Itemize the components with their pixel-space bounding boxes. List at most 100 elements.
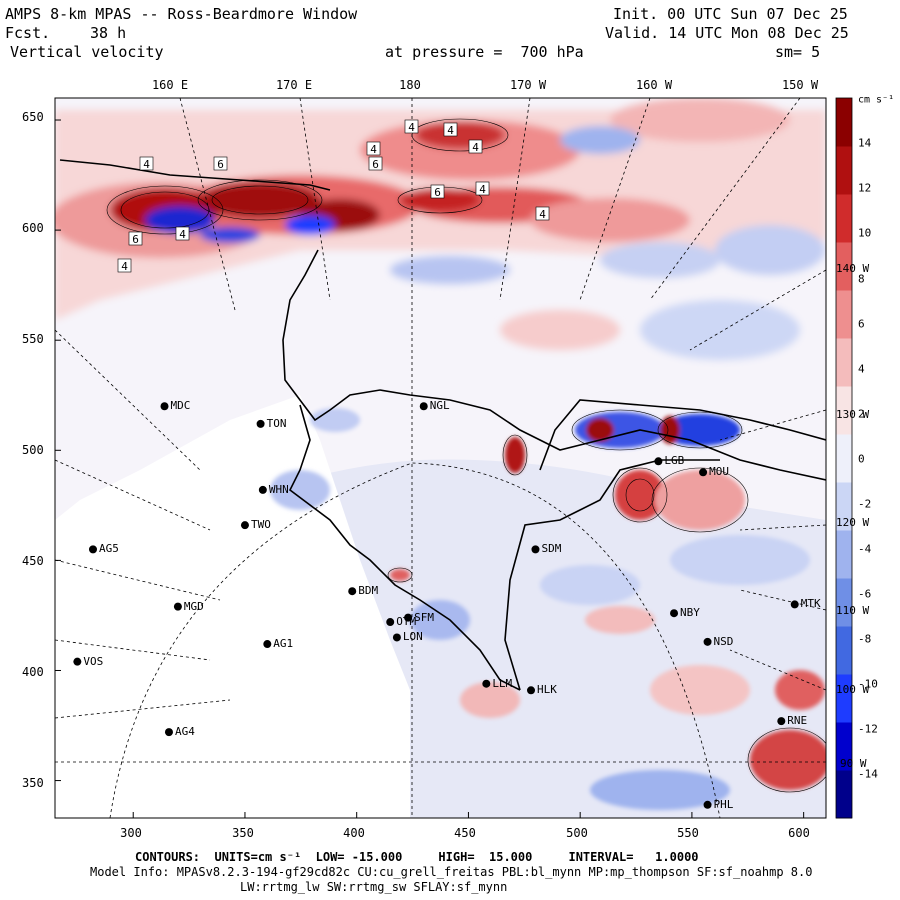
station-label: NSD — [713, 634, 734, 648]
station-label: LGB — [664, 454, 685, 468]
station-label: LON — [402, 630, 423, 644]
x-tick-label: 550 — [677, 826, 699, 840]
colorbar-label: 14 — [858, 136, 872, 150]
valid-time: Valid. 14 UTC Mon 08 Dec 25 — [605, 24, 849, 42]
init-time: Init. 00 UTC Sun 07 Dec 25 — [613, 5, 848, 23]
station-marker — [164, 728, 173, 737]
station-marker — [88, 545, 97, 554]
station-label: MGD — [183, 599, 204, 613]
station-label: OTM — [396, 615, 417, 629]
contour-label: 6 — [430, 184, 445, 199]
colorbar-label: -4 — [858, 542, 872, 556]
station-label: PHL — [713, 797, 734, 811]
colorbar-swatch — [836, 674, 852, 723]
x-tick-label: 500 — [566, 826, 588, 840]
station-label: MDC — [170, 399, 191, 413]
station-label: NGL — [429, 399, 450, 413]
svg-text:4: 4 — [179, 228, 186, 241]
contour-label: 4 — [468, 139, 483, 154]
station-label: SDM — [541, 542, 562, 556]
lon-label-110w: 110 W — [836, 604, 870, 617]
station-label: NBY — [680, 606, 700, 620]
station-marker — [240, 521, 249, 530]
x-tick-label: 300 — [120, 826, 142, 840]
station-label: AG5 — [98, 542, 119, 556]
contour-label: 6 — [128, 231, 143, 246]
station-label: AG4 — [174, 725, 195, 739]
lon-label-180: 180 — [399, 78, 421, 92]
colorbar-label: 12 — [858, 181, 872, 195]
x-tick-label: 400 — [343, 826, 365, 840]
colorbar-swatch — [836, 722, 852, 771]
station-label: BDM — [358, 584, 379, 598]
map-plot-area: 4 4 4 4 4 4 4 6 6 6 6 4 4 — [55, 98, 826, 818]
colorbar-label: 6 — [858, 317, 865, 331]
svg-text:4: 4 — [472, 141, 479, 154]
contour-lines — [106, 118, 826, 793]
lon-label-170w: 170 W — [509, 78, 547, 92]
y-tick-label: 600 — [22, 221, 44, 235]
axis-ticks — [55, 119, 805, 818]
y-tick-label: 450 — [22, 554, 44, 568]
colorbar-swatch — [836, 386, 852, 435]
graticule — [55, 98, 826, 818]
station-marker — [531, 545, 540, 554]
station-label: AG1 — [273, 637, 294, 651]
y-tick-label: 650 — [22, 110, 44, 124]
station-marker — [527, 686, 536, 695]
station-marker — [699, 468, 708, 477]
map-title: AMPS 8-km MPAS -- Ross-Beardmore Window — [5, 5, 358, 23]
contour-label: 4 — [117, 258, 132, 273]
station-label: MTK — [800, 597, 821, 611]
forecast-hour: 38 h — [90, 24, 127, 42]
station-label: SFM — [414, 610, 434, 624]
contour-label: 4 — [535, 206, 550, 221]
colorbar-swatch — [836, 290, 852, 339]
colorbar-label: -8 — [858, 632, 872, 646]
x-tick-label: 450 — [454, 826, 476, 840]
station-marker — [790, 600, 799, 609]
colorbar-frame — [835, 97, 853, 819]
smoothing-value: sm= 5 — [775, 43, 821, 61]
station-label: RNE — [787, 714, 808, 728]
plot-frame — [54, 97, 827, 819]
station-marker — [386, 618, 395, 627]
contour-label: 4 — [139, 156, 154, 171]
svg-text:4: 4 — [479, 183, 486, 196]
contour-label: 4 — [404, 119, 419, 134]
field-name: Vertical velocity — [10, 43, 164, 61]
station-marker — [160, 402, 169, 411]
colorbar-swatch — [836, 578, 852, 627]
station-marker — [263, 640, 272, 649]
station-marker — [256, 419, 265, 428]
lon-label-140w: 140 W — [836, 262, 870, 275]
station-marker — [348, 587, 357, 596]
station-label: TWO — [250, 518, 271, 532]
station-marker — [703, 637, 712, 646]
contour-label: 6 — [368, 156, 383, 171]
y-tick-label: 500 — [22, 443, 44, 457]
colorbar-swatch — [836, 98, 852, 147]
lon-label-120w: 120 W — [836, 516, 870, 529]
colorbar-label: 10 — [858, 226, 872, 240]
y-tick-label: 400 — [22, 665, 44, 679]
svg-text:4: 4 — [370, 143, 377, 156]
colorbar-swatch — [836, 194, 852, 243]
station-label: TON — [266, 416, 287, 430]
svg-text:6: 6 — [372, 158, 379, 171]
colorbar-label: -2 — [858, 497, 872, 511]
station-label: VOS — [83, 654, 104, 668]
station-marker — [777, 717, 786, 726]
colorbar-label: -6 — [858, 587, 872, 601]
colorbar-label: 0 — [858, 452, 865, 466]
colorbar — [836, 98, 852, 819]
contour-info: CONTOURS: UNITS=cm s⁻¹ LOW= -15.000 HIGH… — [135, 850, 699, 864]
colorbar-swatch — [836, 434, 852, 483]
forecast-label: Fcst. — [5, 24, 51, 42]
lon-label-100w: 100 W — [836, 683, 870, 696]
colorbar-swatch — [836, 338, 852, 387]
svg-text:6: 6 — [217, 158, 224, 171]
station-label: LLM — [492, 676, 513, 690]
station-marker — [173, 602, 182, 611]
station-marker — [392, 633, 401, 642]
